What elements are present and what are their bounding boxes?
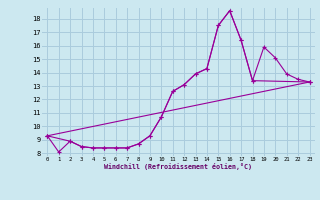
X-axis label: Windchill (Refroidissement éolien,°C): Windchill (Refroidissement éolien,°C) [104,163,252,170]
